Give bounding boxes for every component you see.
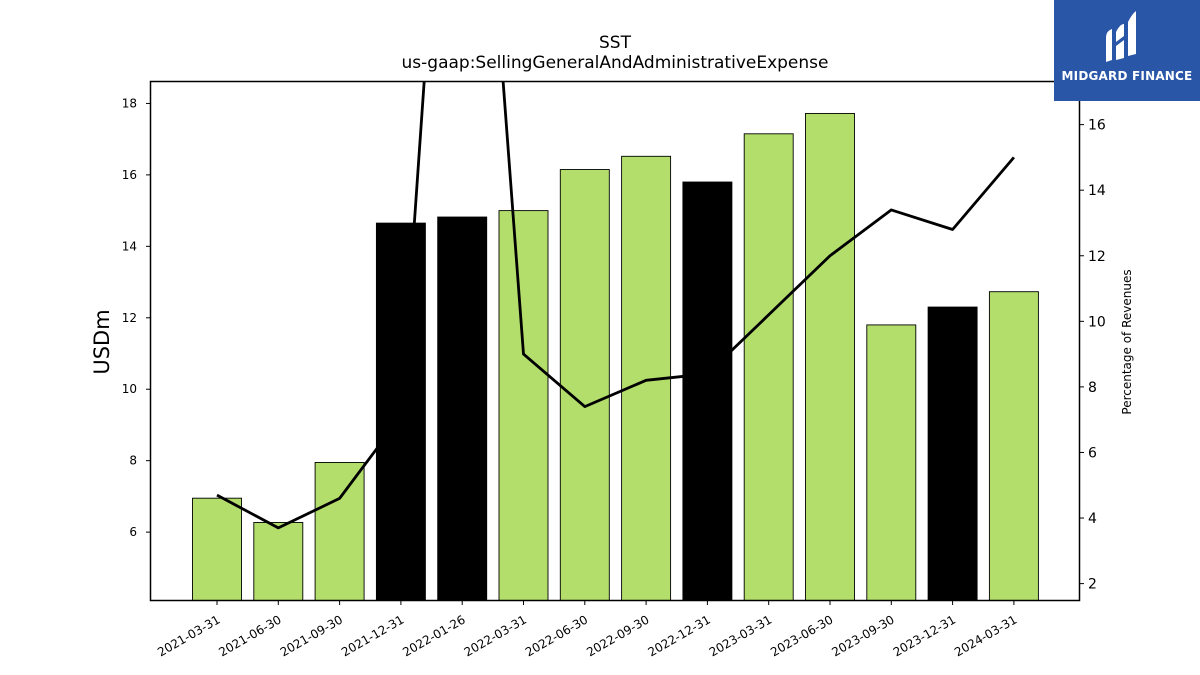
plot-frame — [149, 80, 1081, 602]
x-tick-label: 2021-06-30 — [216, 612, 283, 659]
x-tick-label: 2023-12-31 — [891, 612, 958, 659]
right-tick-label: 12 — [1088, 249, 1106, 265]
right-tick-label: 8 — [1088, 380, 1097, 396]
bar-series — [192, 112, 1039, 601]
bar-2023-03-31 — [743, 133, 794, 601]
left-tick-label: 8 — [129, 454, 137, 468]
bar-2021-03-31 — [192, 497, 242, 601]
percentage-line — [216, 82, 1015, 530]
x-tick-label: 2021-09-30 — [278, 612, 345, 659]
x-tick-label: 2022-03-31 — [462, 612, 529, 659]
right-tick-label: 14 — [1088, 183, 1106, 199]
left-tick-label: 14 — [122, 239, 137, 253]
right-tick-label: 4 — [1088, 511, 1097, 527]
left-tick-label: 16 — [122, 168, 137, 182]
midgard-finance-logo: MIDGARD FINANCE — [1054, 0, 1200, 101]
right-axis: 2 4 6 8 10 12 14 16 — [1079, 118, 1106, 593]
right-tick-label: 10 — [1088, 314, 1106, 330]
x-tick-label: 2022-06-30 — [523, 612, 590, 659]
right-tick-label: 6 — [1088, 445, 1097, 461]
percentage-line-series — [216, 82, 1015, 530]
left-tick-label: 12 — [122, 311, 137, 325]
bar-2021-06-30 — [253, 522, 304, 601]
right-tick-label: 16 — [1088, 118, 1106, 134]
bar-2022-06-30 — [559, 169, 610, 601]
bar-2023-12-31 — [927, 306, 978, 601]
bar-2023-06-30 — [805, 112, 855, 601]
left-tick-label: 6 — [129, 525, 137, 539]
bar-2023-09-30 — [866, 324, 917, 601]
x-axis: 2021-03-312021-06-302021-09-302021-12-31… — [155, 600, 1019, 659]
midgard-logo-icon — [1106, 11, 1136, 62]
x-tick-label: 2023-09-30 — [829, 612, 896, 659]
x-tick-label: 2022-01-26 — [400, 612, 467, 659]
bar-2022-03-31 — [498, 210, 549, 601]
bar-2024-03-31 — [988, 291, 1039, 601]
secondary-axis-label: Percentage of Revenues — [1120, 269, 1134, 414]
x-tick-label: 2024-03-31 — [952, 612, 1019, 659]
bar-2022-01-26 — [437, 216, 488, 601]
x-tick-label: 2022-12-31 — [645, 612, 712, 659]
bar-2022-12-31 — [682, 181, 733, 601]
y-axis-label: USDm — [90, 309, 114, 374]
left-tick-label: 18 — [122, 96, 137, 110]
right-tick-label: 2 — [1088, 577, 1097, 593]
x-tick-label: 2022-09-30 — [584, 612, 651, 659]
left-tick-label: 10 — [122, 382, 137, 396]
bar-2021-09-30 — [314, 462, 365, 601]
x-tick-label: 2023-06-30 — [768, 612, 835, 659]
x-tick-label: 2021-03-31 — [155, 612, 222, 659]
logo-text: MIDGARD FINANCE — [1061, 69, 1193, 83]
chart-subtitle: us-gaap:SellingGeneralAndAdministrativeE… — [401, 53, 829, 73]
left-axis: 6 8 10 12 14 16 18 — [122, 96, 151, 539]
x-tick-label: 2023-03-31 — [707, 612, 774, 659]
chart-title: SST — [599, 33, 631, 53]
x-tick-label: 2021-12-31 — [339, 612, 406, 659]
